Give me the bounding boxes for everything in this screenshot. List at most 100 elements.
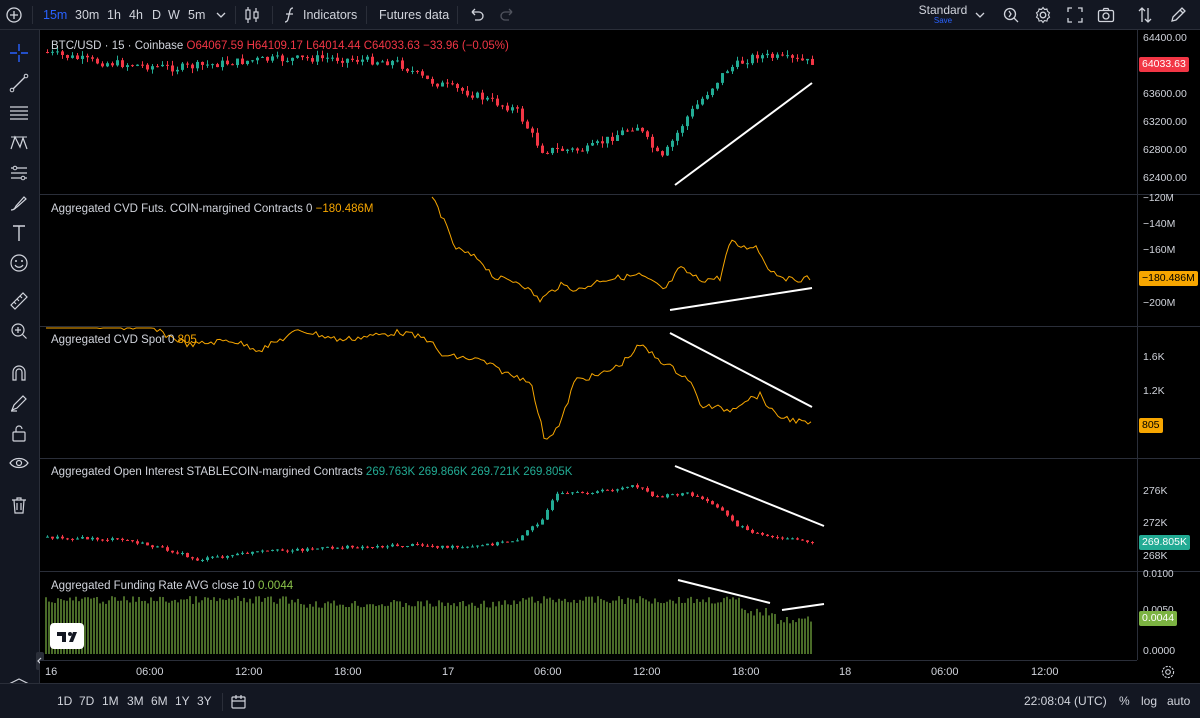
cvd-futs-title[interactable]: Aggregated CVD Futs. COIN-margined Contr…	[51, 203, 313, 215]
futures-data-button[interactable]: Futures data	[379, 8, 450, 22]
redo-icon[interactable]	[498, 5, 518, 25]
layout-save-label[interactable]: Save	[933, 16, 953, 25]
trash-icon[interactable]	[8, 494, 30, 516]
indicators-button[interactable]: Indicators	[303, 8, 358, 22]
clock-timezone[interactable]: 22:08:04 (UTC)	[1024, 694, 1107, 708]
price-legend: BTC/USD · 15 · Coinbase O64067.59 H64109…	[51, 40, 509, 52]
bottom-toolbar: 1D 7D 1M 3M 6M 1Y 3Y 22:08:04 (UTC) % lo…	[0, 683, 1200, 718]
auto-scale-toggle[interactable]: auto	[1167, 694, 1191, 708]
time-axis-label: 12:00	[235, 666, 263, 678]
interval-5m[interactable]: 5m	[188, 8, 206, 22]
range-7d[interactable]: 7D	[79, 694, 95, 708]
indicators-icon[interactable]	[280, 5, 300, 25]
trend-line-icon[interactable]	[8, 72, 30, 94]
zoom-in-icon[interactable]	[8, 320, 30, 342]
cvd-futs-legend: Aggregated CVD Futs. COIN-margined Contr…	[51, 203, 374, 215]
settings-gear-icon[interactable]	[1033, 5, 1053, 25]
brush-icon[interactable]	[8, 192, 30, 214]
oi-axis-label: 268K	[1143, 550, 1168, 562]
price-low: L64014.44	[306, 40, 361, 52]
time-axis-label: 18	[839, 666, 852, 678]
tradingview-logo-icon	[57, 632, 77, 642]
prediction-icon[interactable]	[8, 162, 30, 184]
time-axis-label: 06:00	[931, 666, 959, 678]
price-axis[interactable]	[1137, 30, 1200, 660]
cvd-futs-axis-label: −140M	[1143, 218, 1176, 230]
magnet-icon[interactable]	[8, 362, 30, 384]
eye-icon[interactable]	[8, 452, 30, 474]
emoji-icon[interactable]	[8, 252, 30, 274]
candles-icon[interactable]	[242, 5, 262, 25]
goto-date-icon[interactable]	[230, 693, 248, 711]
layout-chevron-down-icon[interactable]	[970, 5, 990, 25]
text-tool-icon[interactable]	[8, 222, 30, 244]
cvd-spot-legend: Aggregated CVD Spot 0 805	[51, 334, 197, 346]
fullscreen-icon[interactable]	[1065, 5, 1085, 25]
time-axis-label: 17	[442, 666, 455, 678]
chart-settings-gear-icon[interactable]	[1160, 664, 1176, 680]
open-interest-title[interactable]: Aggregated Open Interest STABLECOIN-marg…	[51, 466, 363, 478]
undo-icon[interactable]	[466, 5, 486, 25]
trade-arrows-icon[interactable]	[1135, 5, 1155, 25]
price-axis-label: 62400.00	[1143, 172, 1187, 184]
cvd-futs-value: −180.486M	[315, 203, 374, 215]
price-symbol-title[interactable]: BTC/USD · 15 · Coinbase	[51, 40, 184, 52]
time-axis-label: 06:00	[136, 666, 164, 678]
price-high: H64109.17	[246, 40, 303, 52]
tradingview-logo[interactable]	[50, 623, 84, 649]
cvd-futs-axis-label: −120M	[1143, 193, 1174, 204]
time-axis-label: 12:00	[633, 666, 661, 678]
add-symbol-icon[interactable]	[4, 5, 24, 25]
open-interest-legend: Aggregated Open Interest STABLECOIN-marg…	[51, 466, 572, 478]
range-1y[interactable]: 1Y	[175, 694, 190, 708]
chart-area[interactable]	[40, 30, 1137, 660]
publish-icon[interactable]	[1168, 5, 1188, 25]
cvd-spot-last-tag: 805	[1139, 418, 1163, 433]
time-axis-label: 12:00	[1031, 666, 1059, 678]
range-1d[interactable]: 1D	[57, 694, 73, 708]
range-3m[interactable]: 3M	[127, 694, 144, 708]
pattern-icon[interactable]	[8, 132, 30, 154]
funding-title[interactable]: Aggregated Funding Rate AVG close 10	[51, 580, 255, 592]
camera-icon[interactable]	[1096, 5, 1116, 25]
funding-legend: Aggregated Funding Rate AVG close 10 0.0…	[51, 580, 293, 592]
time-axis-label: 16	[45, 666, 58, 678]
interval-4h[interactable]: 4h	[129, 8, 143, 22]
funding-value: 0.0044	[257, 580, 294, 592]
quick-search-icon[interactable]	[1001, 5, 1021, 25]
funding-axis-label: 0.0050	[1143, 605, 1174, 616]
chevron-down-icon[interactable]	[211, 5, 231, 25]
drawing-toolbar	[0, 30, 40, 718]
interval-1h[interactable]: 1h	[107, 8, 121, 22]
log-scale-toggle[interactable]: log	[1141, 694, 1158, 708]
interval-d[interactable]: D	[152, 8, 162, 22]
cvd-spot-title[interactable]: Aggregated CVD Spot 0	[51, 334, 175, 346]
interval-w[interactable]: W	[168, 8, 180, 22]
fib-retracement-icon[interactable]	[8, 102, 30, 124]
lock-icon[interactable]	[8, 422, 30, 444]
ruler-icon[interactable]	[8, 290, 30, 312]
range-6m[interactable]: 6M	[151, 694, 168, 708]
price-change: −33.96 (−0.05%)	[423, 40, 509, 52]
time-axis[interactable]	[40, 660, 1137, 682]
price-axis-label: 64400.00	[1143, 32, 1187, 44]
cvd-futs-axis-label: −200M	[1143, 297, 1176, 309]
cvd-futs-last-tag: −180.486M	[1139, 271, 1198, 286]
cvd-futs-axis-label: −160M	[1143, 244, 1176, 256]
crosshair-icon[interactable]	[8, 42, 30, 64]
range-1m[interactable]: 1M	[102, 694, 119, 708]
range-3y[interactable]: 3Y	[197, 694, 212, 708]
interval-15m[interactable]: 15m	[43, 8, 68, 22]
layout-name[interactable]: Standard	[918, 3, 968, 17]
interval-30m[interactable]: 30m	[75, 8, 100, 22]
funding-last-tag: 0.0044	[1139, 611, 1178, 626]
oi-axis-label: 272K	[1143, 517, 1168, 529]
oi-last-tag: 269.805K	[1139, 535, 1190, 550]
price-close: C64033.63	[363, 40, 420, 52]
open-interest-values: 269.763K 269.866K 269.721K 269.805K	[365, 466, 573, 478]
cvd-spot-axis-label: 1.6K	[1143, 351, 1165, 363]
keep-drawing-icon[interactable]	[8, 392, 30, 414]
percent-scale-toggle[interactable]: %	[1119, 694, 1130, 708]
oi-axis-label: 276K	[1143, 485, 1168, 497]
cvd-spot-value: 805	[177, 334, 197, 346]
